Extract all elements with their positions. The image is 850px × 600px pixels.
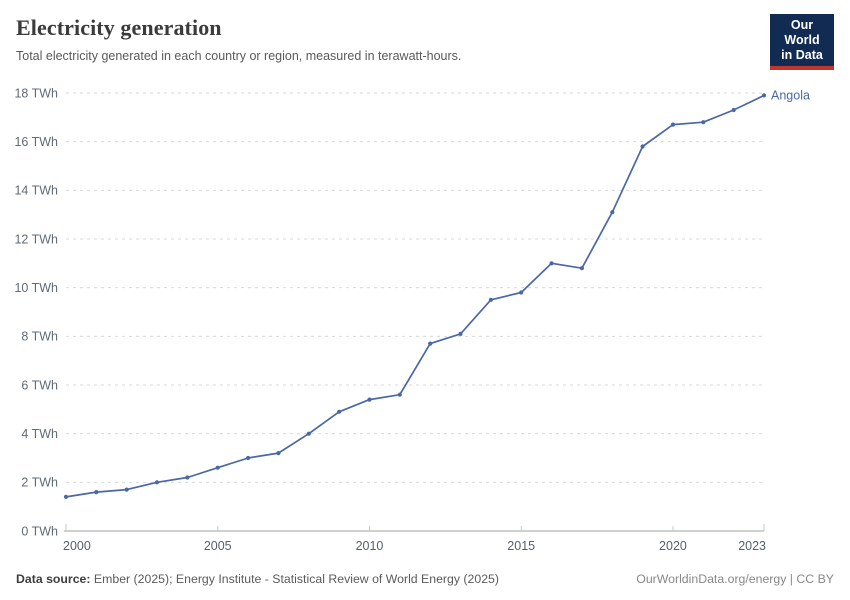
- data-point[interactable]: [579, 266, 585, 271]
- y-axis-tick-label: 6 TWh: [21, 378, 58, 392]
- gridlines: 0 TWh 2 TWh 4 TWh 6 TWh 8 TWh 10 TWh 12 TWh 14 …: [14, 86, 766, 538]
- owid-logo-line2: in Data: [781, 48, 823, 62]
- x-axis-tick-label: 2005: [204, 539, 232, 553]
- data-point[interactable]: [367, 397, 372, 402]
- data-point[interactable]: [124, 487, 129, 492]
- y-axis-tick-label: 8 TWh: [21, 330, 58, 344]
- series-line-angola[interactable]: [65, 94, 765, 498]
- data-point[interactable]: [731, 107, 736, 113]
- data-point[interactable]: [670, 122, 676, 127]
- data-source-text: Ember (2025); Energy Institute - Statist…: [93, 572, 499, 586]
- data-source-label: Data source:: [16, 572, 91, 586]
- x-axis-tick-label: 2010: [356, 539, 384, 553]
- data-point[interactable]: [215, 465, 220, 470]
- y-axis-tick-label: 14 TWh: [14, 184, 58, 198]
- data-point[interactable]: [154, 480, 160, 485]
- owid-logo[interactable]: Our World in Data: [770, 14, 834, 70]
- data-point[interactable]: [488, 297, 493, 302]
- data-point[interactable]: [428, 341, 433, 346]
- data-point[interactable]: [397, 392, 402, 397]
- credit-link[interactable]: OurWorldinData.org/energy | CC BY: [636, 572, 834, 586]
- data-point[interactable]: [519, 290, 524, 295]
- y-axis-tick-label: 16 TWh: [14, 135, 58, 149]
- data-point[interactable]: [246, 455, 251, 461]
- x-axis: 2000 2005 2010 2015 2020 2023: [63, 524, 766, 553]
- data-point[interactable]: [63, 494, 69, 499]
- owid-logo-line1: Our World: [784, 18, 820, 47]
- data-point[interactable]: [640, 144, 645, 149]
- x-axis-tick-label: 2015: [507, 539, 535, 553]
- data-point[interactable]: [276, 451, 281, 456]
- data-source: Data source: Ember (2025); Energy Instit…: [16, 572, 499, 587]
- y-axis-tick-label: 2 TWh: [21, 476, 58, 490]
- chart-subtitle: Total electricity generated in each coun…: [16, 49, 462, 63]
- data-point[interactable]: [337, 409, 342, 414]
- x-axis-tick-label: 2000: [63, 539, 91, 553]
- data-point[interactable]: [458, 331, 463, 336]
- data-point[interactable]: [306, 431, 311, 436]
- y-axis-tick-label: 0 TWh: [21, 524, 58, 538]
- page-title: Electricity generation: [16, 15, 222, 40]
- data-point[interactable]: [761, 93, 767, 98]
- x-axis-tick-label: 2020: [659, 539, 687, 553]
- series-points: [63, 93, 767, 499]
- data-point[interactable]: [185, 475, 190, 480]
- y-axis-tick-label: 4 TWh: [21, 427, 58, 441]
- y-axis-tick-label: 10 TWh: [14, 281, 58, 295]
- chart-header: Electricity generation Total electricity…: [16, 14, 720, 64]
- data-point[interactable]: [549, 261, 554, 266]
- data-point[interactable]: [94, 490, 99, 495]
- y-axis-tick-label: 12 TWh: [14, 232, 58, 246]
- y-axis-tick-label: 18 TWh: [14, 86, 58, 100]
- series-label-angola[interactable]: Angola: [771, 89, 810, 103]
- chart-footer: Data source: Ember (2025); Energy Instit…: [16, 572, 834, 587]
- data-point[interactable]: [701, 120, 706, 125]
- data-point[interactable]: [610, 210, 615, 215]
- x-axis-tick-label: 2023: [738, 539, 766, 553]
